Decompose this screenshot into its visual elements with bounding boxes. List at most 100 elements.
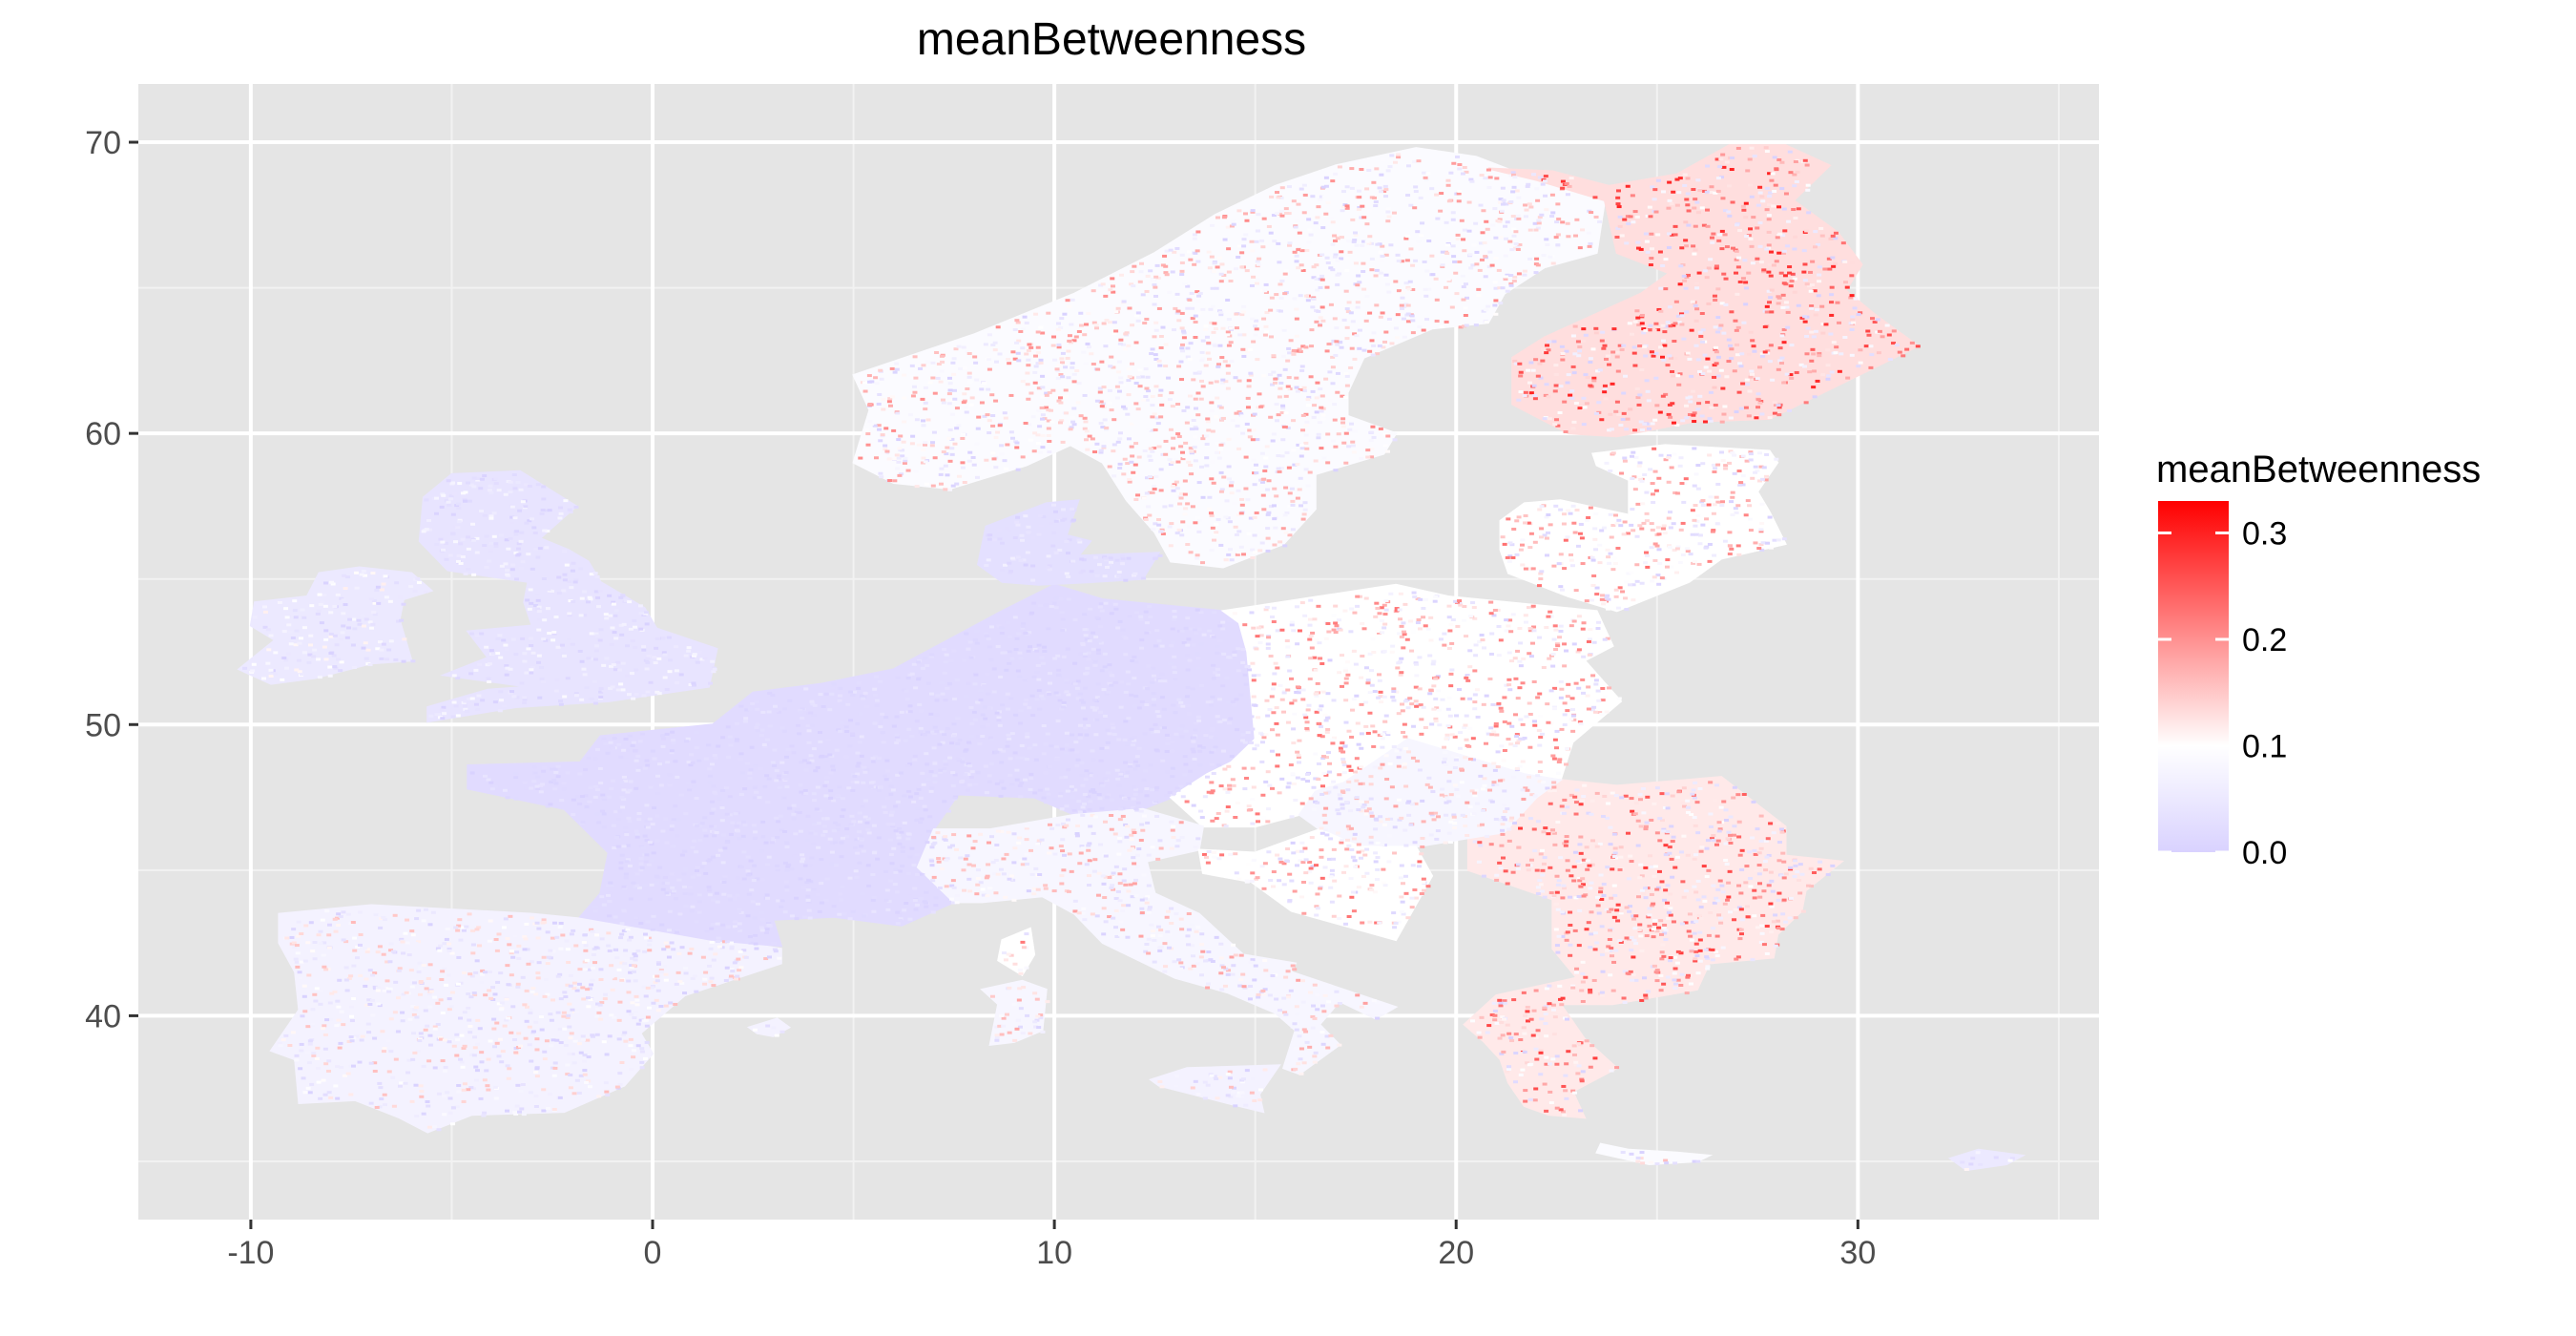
map-cell (1754, 869, 1758, 872)
map-cell (1261, 736, 1266, 739)
map-cell (1639, 950, 1644, 952)
map-cell (1224, 677, 1229, 679)
map-cell (1216, 812, 1221, 815)
map-cell (1605, 866, 1610, 868)
map-cell (1650, 866, 1654, 868)
map-cell (762, 743, 767, 746)
map-cell (828, 838, 833, 841)
map-cell (651, 915, 655, 918)
map-cell (883, 774, 887, 777)
map-cell (1145, 621, 1150, 624)
map-cell (975, 642, 980, 645)
map-cell (1592, 641, 1597, 644)
map-cell (816, 846, 821, 849)
map-cell (722, 881, 727, 884)
map-cell (1346, 781, 1351, 783)
map-cell (919, 727, 924, 730)
map-cell (1061, 617, 1066, 620)
map-cell (533, 1021, 538, 1024)
map-cell (752, 879, 757, 882)
map-cell (1324, 833, 1329, 836)
map-cell (812, 792, 817, 795)
map-cell (1472, 606, 1477, 609)
map-cell (806, 879, 811, 882)
map-cell (999, 669, 1004, 672)
map-cell (636, 1044, 641, 1047)
map-cell (720, 970, 725, 972)
map-cell (784, 886, 789, 888)
map-cell (348, 1093, 353, 1096)
map-cell (1080, 814, 1085, 817)
map-cell (929, 790, 934, 793)
map-cell (1115, 778, 1120, 781)
map-cell (619, 922, 624, 925)
map-cell (1524, 621, 1528, 624)
map-cell (1550, 1057, 1555, 1060)
map-cell (1780, 831, 1785, 834)
map-cell (1060, 748, 1065, 751)
map-cell (1231, 944, 1236, 947)
map-cell (806, 762, 811, 764)
map-cell (530, 987, 535, 990)
map-cell (883, 870, 888, 873)
map-cell (366, 1031, 371, 1033)
map-cell (949, 898, 954, 901)
map-cell (1594, 678, 1599, 681)
map-cell (1062, 701, 1067, 704)
map-cell (1511, 613, 1516, 616)
map-cell (1699, 906, 1704, 908)
map-cell (1513, 678, 1518, 680)
map-cell (1509, 1039, 1514, 1042)
map-cell (1110, 884, 1114, 887)
map-cell (1613, 950, 1618, 952)
map-cell (492, 1045, 497, 1048)
map-cell (1531, 605, 1536, 608)
map-cell (672, 818, 676, 821)
map-cell (951, 879, 956, 882)
map-cell (1264, 699, 1269, 702)
map-cell (882, 741, 886, 743)
map-cell (512, 1111, 517, 1114)
map-cell (617, 1072, 622, 1075)
map-cell (1551, 1009, 1556, 1012)
map-cell (1716, 840, 1721, 843)
map-cell (1260, 990, 1265, 992)
map-cell (1608, 938, 1612, 941)
map-cell (1147, 854, 1152, 857)
map-cell (864, 705, 869, 708)
map-cell (617, 969, 622, 971)
map-cell (516, 957, 521, 960)
map-cell (1433, 698, 1438, 700)
map-cell (1031, 602, 1036, 605)
map-cell (1159, 946, 1164, 949)
map-cell (635, 836, 640, 839)
map-cell (1368, 691, 1373, 694)
map-cell (839, 841, 843, 844)
map-cell (572, 1061, 577, 1064)
map-cell (506, 1064, 510, 1067)
map-cell (1160, 696, 1165, 699)
map-cell (1313, 669, 1318, 672)
map-cell (650, 884, 654, 887)
map-cell (896, 801, 901, 804)
map-cell (1763, 860, 1768, 863)
map-cell (1410, 906, 1415, 908)
map-cell (670, 872, 675, 875)
map-cell (1109, 887, 1113, 889)
map-cell (1132, 656, 1136, 658)
map-cell (1668, 845, 1672, 848)
map-cell (503, 1025, 508, 1028)
map-cell (1526, 1006, 1530, 1009)
map-cell (562, 991, 567, 993)
map-cell (315, 1057, 320, 1060)
map-cell (824, 781, 829, 783)
map-cell (819, 693, 823, 696)
map-cell (972, 682, 977, 685)
map-cell (858, 811, 862, 814)
map-cell (1649, 819, 1653, 822)
map-cell (1394, 922, 1399, 925)
map-cell (1548, 1062, 1552, 1065)
map-cell (1363, 725, 1368, 728)
map-cell (1155, 858, 1160, 861)
map-cell (1015, 779, 1020, 782)
